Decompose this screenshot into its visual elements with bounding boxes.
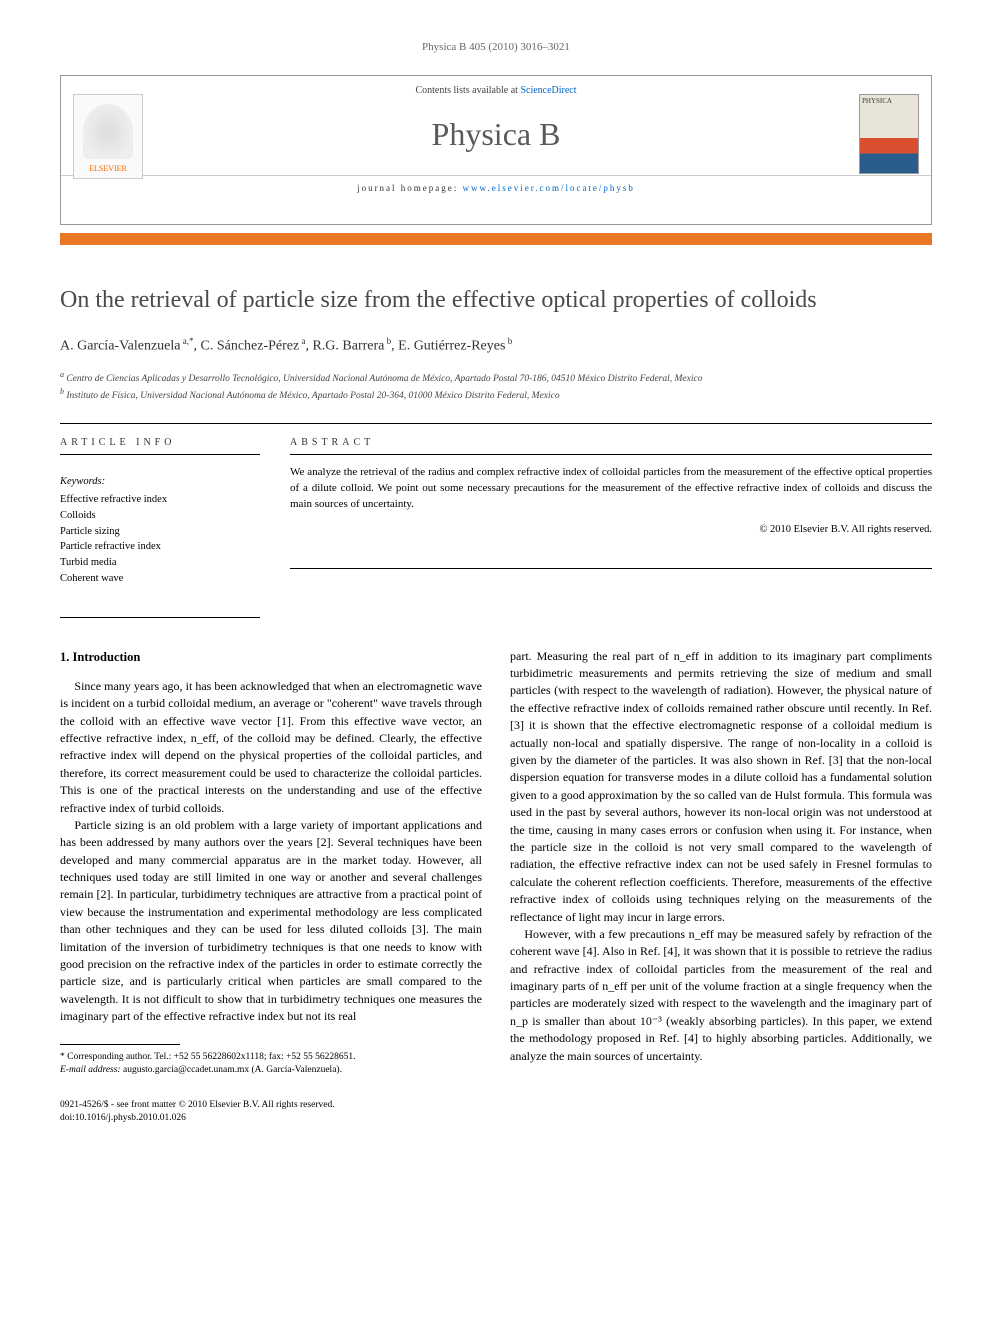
elsevier-logo: ELSEVIER [73, 94, 143, 179]
info-abstract-row: ARTICLE INFO Keywords: Effective refract… [60, 432, 932, 617]
homepage-link[interactable]: www.elsevier.com/locate/physb [463, 183, 635, 193]
keyword: Coherent wave [60, 571, 260, 587]
keyword: Colloids [60, 508, 260, 524]
journal-masthead: ELSEVIER PHYSICA Contents lists availabl… [60, 75, 932, 225]
article-info-label: ARTICLE INFO [60, 432, 260, 455]
abstract-text: We analyze the retrieval of the radius a… [290, 465, 932, 513]
footnote-separator [60, 1044, 180, 1045]
affiliation-b: b Instituto de Física, Universidad Nacio… [60, 386, 932, 403]
corresponding-author-footnote: * Corresponding author. Tel.: +52 55 562… [60, 1051, 482, 1064]
abstract-column: ABSTRACT We analyze the retrieval of the… [290, 432, 932, 617]
affiliations: a Centro de Ciencias Aplicadas y Desarro… [60, 369, 932, 404]
orange-divider-bar [60, 233, 932, 245]
sciencedirect-link[interactable]: ScienceDirect [520, 85, 576, 96]
running-header: Physica B 405 (2010) 3016–3021 [60, 40, 932, 55]
paragraph: Particle sizing is an old problem with a… [60, 817, 482, 1026]
paragraph: However, with a few precautions n_eff ma… [510, 926, 932, 1065]
divider [60, 617, 260, 618]
keyword: Particle refractive index [60, 539, 260, 555]
publisher-label: ELSEVIER [89, 163, 127, 174]
contents-prefix: Contents lists available at [415, 85, 520, 96]
contents-line: Contents lists available at ScienceDirec… [61, 76, 931, 102]
email-footnote: E-mail address: augusto.garcia@ccadet.un… [60, 1064, 482, 1077]
keyword: Effective refractive index [60, 492, 260, 508]
footer-meta: 0921-4526/$ - see front matter © 2010 El… [60, 1099, 932, 1126]
keyword: Turbid media [60, 555, 260, 571]
paragraph: Since many years ago, it has been acknow… [60, 678, 482, 817]
copyright-line: © 2010 Elsevier B.V. All rights reserved… [290, 523, 932, 538]
homepage-prefix: journal homepage: [357, 183, 462, 193]
paragraph: part. Measuring the real part of n_eff i… [510, 648, 932, 926]
keywords-list: Effective refractive index Colloids Part… [60, 492, 260, 587]
article-title: On the retrieval of particle size from t… [60, 285, 932, 315]
keyword: Particle sizing [60, 524, 260, 540]
body-text: 1. Introduction Since many years ago, it… [60, 648, 932, 1078]
homepage-line: journal homepage: www.elsevier.com/locat… [61, 175, 931, 201]
issn-line: 0921-4526/$ - see front matter © 2010 El… [60, 1099, 932, 1112]
journal-cover-thumbnail: PHYSICA [859, 94, 919, 174]
keywords-label: Keywords: [60, 475, 260, 490]
cover-label: PHYSICA [862, 97, 892, 105]
author-list: A. García-Valenzuela a,*, C. Sánchez-Pér… [60, 335, 932, 356]
journal-name: Physica B [61, 102, 931, 175]
article-info-column: ARTICLE INFO Keywords: Effective refract… [60, 432, 260, 617]
divider [290, 568, 932, 569]
email-label: E-mail address: [60, 1065, 121, 1075]
affiliation-a: a Centro de Ciencias Aplicadas y Desarro… [60, 369, 932, 386]
divider [60, 423, 932, 424]
section-heading: 1. Introduction [60, 648, 482, 666]
elsevier-tree-icon [83, 104, 133, 159]
email-address: augusto.garcia@ccadet.unam.mx (A. García… [123, 1065, 342, 1075]
doi-line: doi:10.1016/j.physb.2010.01.026 [60, 1112, 932, 1125]
abstract-label: ABSTRACT [290, 432, 932, 455]
